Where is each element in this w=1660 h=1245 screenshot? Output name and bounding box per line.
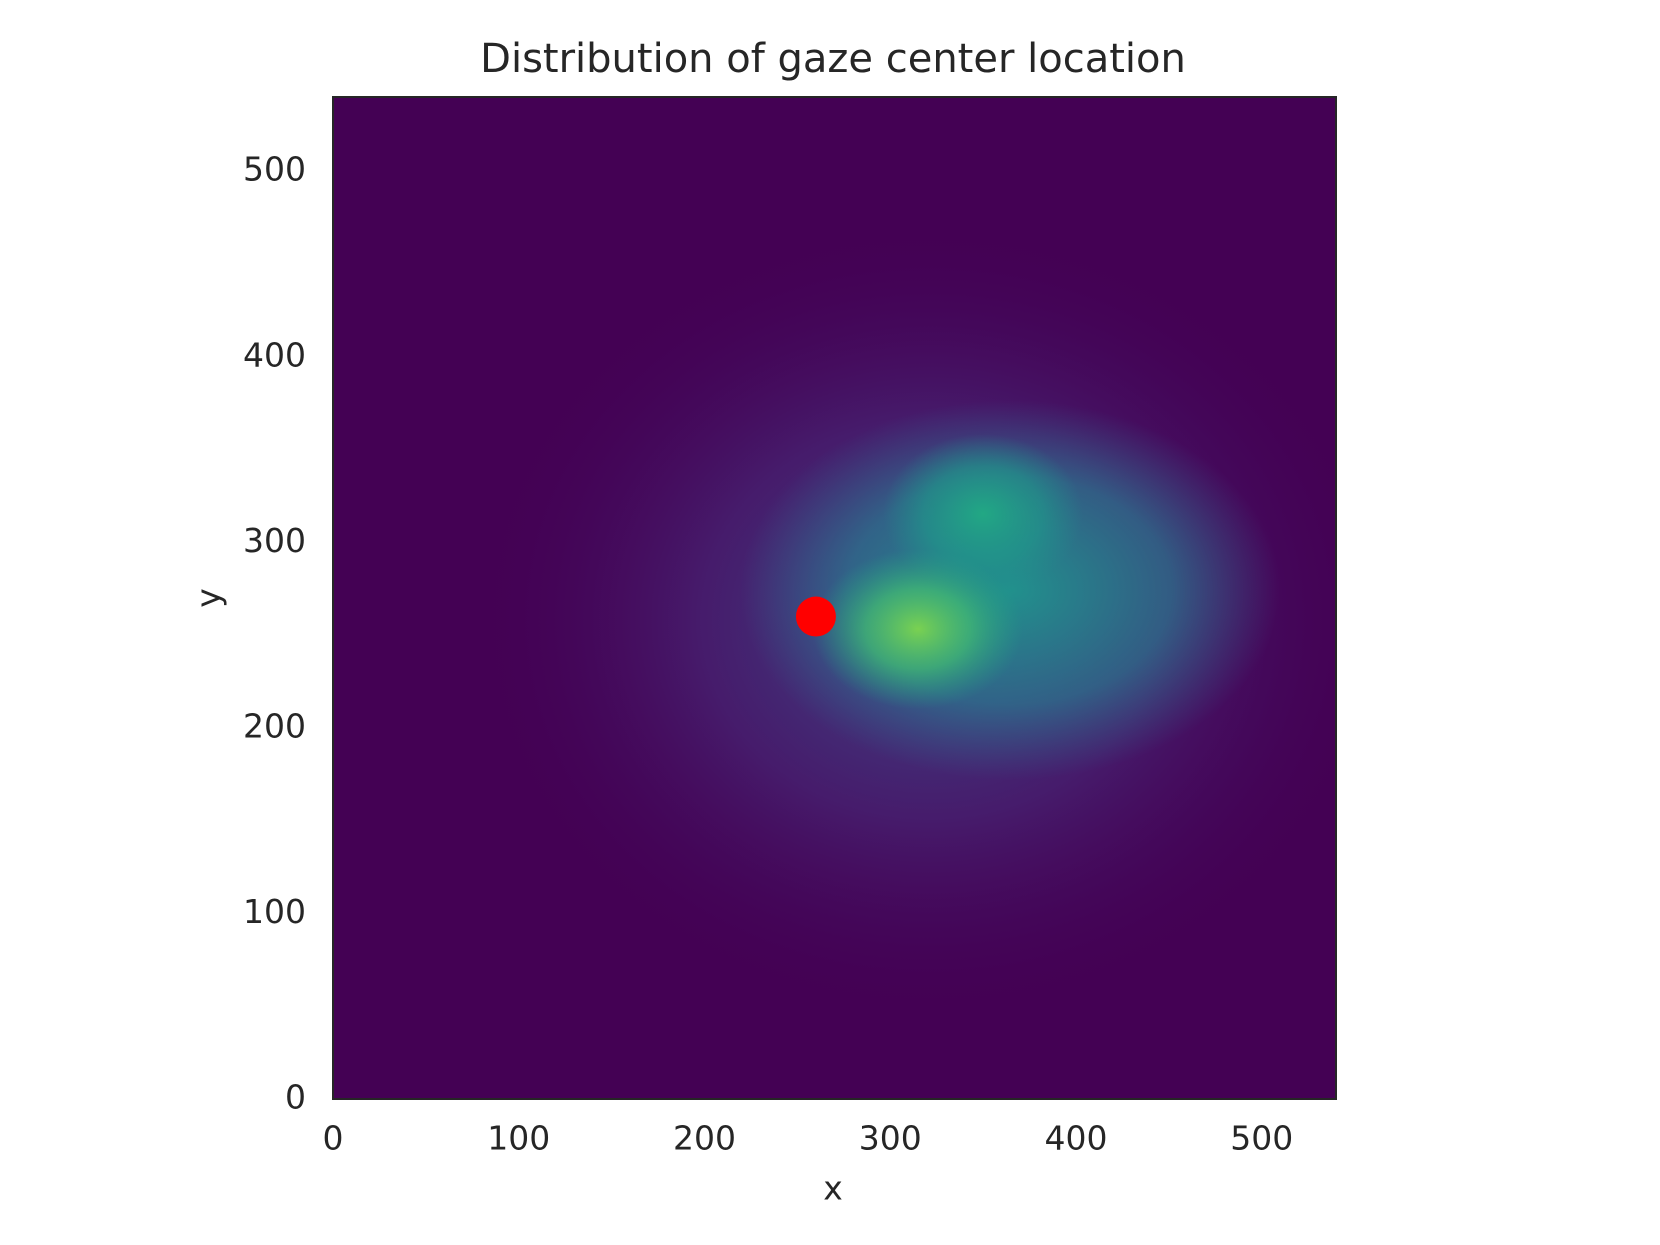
y-tick-label: 200 — [243, 706, 306, 745]
point — [795, 596, 836, 637]
plot-frame — [332, 96, 1337, 1100]
x-tick-label: 0 — [323, 1119, 344, 1158]
y-axis-label: y — [189, 588, 228, 608]
x-tick-label: 300 — [859, 1119, 922, 1158]
chart-title: Distribution of gaze center location — [480, 36, 1186, 82]
y-tick-label: 100 — [243, 892, 306, 931]
y-tick-label: 300 — [243, 521, 306, 560]
x-tick-label: 500 — [1230, 1119, 1293, 1158]
x-tick-label: 400 — [1044, 1119, 1107, 1158]
y-tick-label: 400 — [243, 335, 306, 374]
x-tick-label: 200 — [673, 1119, 736, 1158]
x-axis-label: x — [823, 1169, 843, 1208]
density-heatmap — [333, 97, 1336, 1099]
y-tick-label: 0 — [285, 1078, 306, 1117]
x-tick-label: 100 — [487, 1119, 550, 1158]
y-tick-label: 500 — [243, 150, 306, 189]
